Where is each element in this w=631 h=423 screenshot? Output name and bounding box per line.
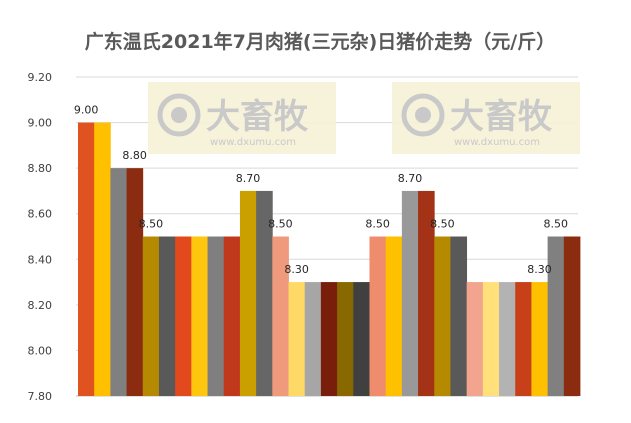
bar-2	[94, 122, 111, 396]
bar-21	[401, 190, 419, 396]
data-label: 9.00	[74, 104, 99, 117]
bar-30	[547, 236, 565, 396]
y-tick-label: 9.00	[28, 117, 53, 130]
bar-11	[239, 190, 257, 396]
bar-29	[531, 282, 549, 396]
data-label: 8.50	[365, 218, 390, 231]
watermark-name: 大畜牧	[450, 97, 553, 137]
data-label: 8.50	[543, 218, 568, 231]
bar-20	[385, 236, 403, 396]
data-label: 8.80	[122, 149, 147, 162]
bar-13	[272, 236, 289, 396]
bar-8	[191, 236, 208, 396]
bar-1	[78, 122, 95, 396]
bar-28	[515, 282, 532, 396]
bar-22	[418, 190, 435, 396]
bar-19	[369, 236, 387, 396]
watermark-name: 大畜牧	[206, 97, 309, 137]
data-label: 8.50	[139, 218, 164, 231]
data-label: 8.50	[268, 218, 293, 231]
bar-27	[499, 282, 516, 396]
bar-25	[466, 282, 484, 396]
bar-3	[110, 168, 127, 396]
bar-18	[353, 282, 370, 396]
bar-26	[482, 282, 500, 396]
watermark-logo-ring	[401, 93, 445, 137]
y-tick-label: 8.40	[28, 253, 53, 266]
data-label: 8.30	[527, 263, 552, 276]
chart-title: 广东温氏2021年7月肉猪(三元杂)日猪价走势（元/斤）	[85, 30, 555, 53]
y-tick-label: 8.20	[28, 299, 53, 312]
bar-23	[434, 236, 451, 396]
y-tick-label: 8.60	[28, 208, 53, 221]
bar-7	[175, 236, 192, 396]
bar-12	[256, 190, 273, 396]
bar-14	[288, 282, 306, 396]
data-label-layer: 9.00 8.80 8.50 8.70 8.50 8.30 8.50 8.70 8.50 8.30…	[74, 104, 568, 277]
data-label: 8.70	[398, 172, 423, 185]
bar-layer	[78, 122, 581, 396]
watermark-url: www.dxumu.com	[454, 137, 540, 148]
watermark-logo-ring	[157, 93, 201, 137]
bar-17	[337, 282, 354, 396]
data-label: 8.50	[430, 218, 455, 231]
bar-6	[158, 236, 176, 396]
bar-31	[563, 236, 581, 396]
data-label: 8.70	[236, 172, 261, 185]
y-tick-label: 8.00	[28, 344, 53, 357]
y-tick-label: 9.20	[28, 71, 53, 84]
y-tick-label: 8.80	[28, 162, 53, 175]
bar-24	[450, 236, 468, 396]
watermark-logo-dot	[171, 107, 187, 123]
bar-15	[304, 282, 322, 396]
bar-4	[126, 168, 144, 396]
bar-16	[320, 282, 338, 396]
data-label: 8.30	[284, 263, 309, 276]
bar-10	[223, 236, 241, 396]
watermark-logo-dot	[415, 107, 431, 123]
watermark-url: www.dxumu.com	[210, 137, 296, 148]
bar-9	[207, 236, 225, 396]
y-tick-label: 7.80	[28, 390, 53, 403]
bar-5	[142, 236, 160, 396]
